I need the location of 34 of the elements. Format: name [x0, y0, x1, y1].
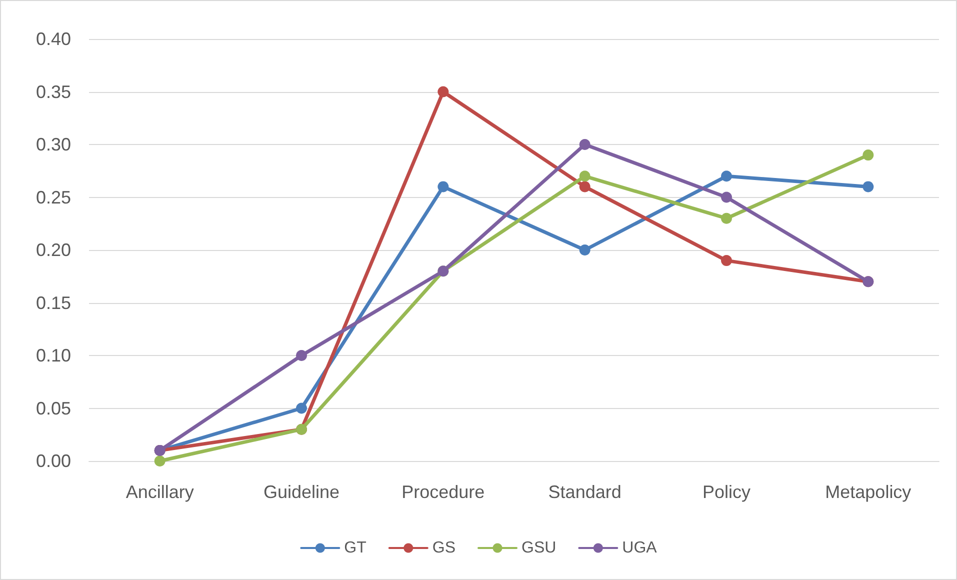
y-tick-label: 0.40	[36, 29, 71, 49]
x-tick-label: Policy	[702, 482, 751, 502]
x-tick-label: Metapolicy	[825, 482, 912, 502]
y-tick-label: 0.25	[36, 187, 71, 208]
point	[721, 170, 732, 182]
x-tick-label: Guideline	[263, 482, 340, 502]
y-tick-label: 0.20	[36, 240, 71, 260]
x-tick-label: Ancillary	[126, 482, 194, 502]
point	[579, 181, 590, 192]
point	[721, 192, 732, 203]
x-tick-label: Standard	[548, 482, 622, 502]
y-tick-label: 0.10	[36, 346, 71, 366]
legend-label: GT	[344, 540, 367, 556]
y-tick-label: 0.05	[36, 398, 71, 418]
y-tick-label: 0.00	[36, 451, 71, 471]
point	[721, 212, 732, 224]
point	[579, 244, 590, 256]
point	[579, 170, 590, 182]
y-tick-label: 0.15	[36, 292, 71, 313]
y-tick-label: 0.35	[36, 82, 71, 102]
point	[438, 86, 449, 98]
legend-label: UGA	[622, 540, 658, 556]
point	[579, 139, 590, 150]
point	[862, 150, 874, 161]
legend-label: GSU	[521, 540, 556, 556]
legend-label: GS	[432, 540, 456, 556]
point	[721, 255, 732, 266]
point	[296, 402, 307, 414]
point	[862, 181, 874, 192]
x-tick-label: Procedure	[402, 482, 485, 502]
point	[154, 456, 166, 466]
point	[438, 181, 449, 192]
y-tick-label: 0.30	[36, 134, 71, 154]
point	[296, 350, 307, 361]
